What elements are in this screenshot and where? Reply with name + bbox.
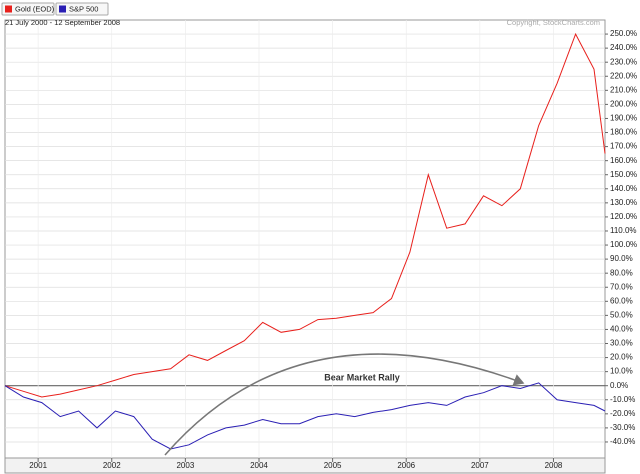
y-tick-label: 240.0% (610, 43, 637, 52)
y-tick-label: 220.0% (610, 71, 637, 80)
y-tick-label: -30.0% (610, 423, 635, 432)
x-axis-band (4, 457, 606, 474)
x-tick-label: 2008 (545, 461, 563, 470)
subtitle: 21 July 2000 - 12 September 2008 (5, 18, 120, 27)
y-tick-label: 30.0% (610, 339, 633, 348)
y-tick-label: 170.0% (610, 142, 637, 151)
y-tick-label: 230.0% (610, 57, 637, 66)
legend-swatch (59, 5, 66, 13)
series-line (4, 382, 606, 450)
x-tick-label: 2002 (103, 461, 121, 470)
y-tick-label: 130.0% (610, 198, 637, 207)
legend-item: Gold (EOD) (1, 2, 55, 16)
y-tick-label: 160.0% (610, 156, 637, 165)
y-tick-label: 90.0% (610, 254, 633, 263)
y-tick-label: 80.0% (610, 268, 633, 277)
y-tick-label: 190.0% (610, 114, 637, 123)
y-tick-label: 210.0% (610, 85, 637, 94)
y-tick-label: 0.0% (610, 381, 628, 390)
legend-item: S&P 500 (55, 2, 109, 16)
x-tick-label: 2005 (324, 461, 342, 470)
y-tick-label: 180.0% (610, 128, 637, 137)
y-tick-label: -10.0% (610, 395, 635, 404)
y-tick-label: -20.0% (610, 409, 635, 418)
x-tick-label: 2004 (250, 461, 268, 470)
legend-label: S&P 500 (69, 4, 98, 13)
y-tick-label: 200.0% (610, 100, 637, 109)
y-tick-label: 60.0% (610, 296, 633, 305)
legend-label: Gold (EOD) (15, 4, 55, 13)
legend-box (55, 2, 109, 16)
y-tick-label: 20.0% (610, 353, 633, 362)
legend-swatch (5, 5, 12, 13)
x-tick-label: 2003 (176, 461, 194, 470)
y-tick-label: 140.0% (610, 184, 637, 193)
grid: -40.0% -30.0% -20.0% -10.0% 0.0% 10.0% 20.0% 30… (5, 20, 637, 470)
annotation: Bear Market Rally (324, 372, 400, 382)
y-tick-label: 100.0% (610, 240, 637, 249)
y-tick-label: 250.0% (610, 29, 637, 38)
y-tick-label: -40.0% (610, 437, 635, 446)
y-tick-label: 50.0% (610, 310, 633, 319)
y-tick-label: 120.0% (610, 212, 637, 221)
y-tick-label: 150.0% (610, 170, 637, 179)
legend: Gold (EOD) S&P 500 (1, 2, 109, 16)
y-tick-label: 10.0% (610, 367, 633, 376)
plot-area (4, 19, 606, 459)
annotation-arrow (164, 353, 525, 456)
watermark: Copyright, StockCharts.com (507, 18, 600, 27)
y-tick-label: 40.0% (610, 325, 633, 334)
y-tick-label: 70.0% (610, 282, 633, 291)
y-tick-label: 110.0% (610, 226, 637, 235)
x-tick-label: 2007 (471, 461, 489, 470)
x-tick-label: 2001 (29, 461, 47, 470)
x-tick-label: 2006 (397, 461, 415, 470)
series-line (4, 32, 606, 398)
legend-box (1, 2, 55, 16)
lines (4, 32, 606, 450)
